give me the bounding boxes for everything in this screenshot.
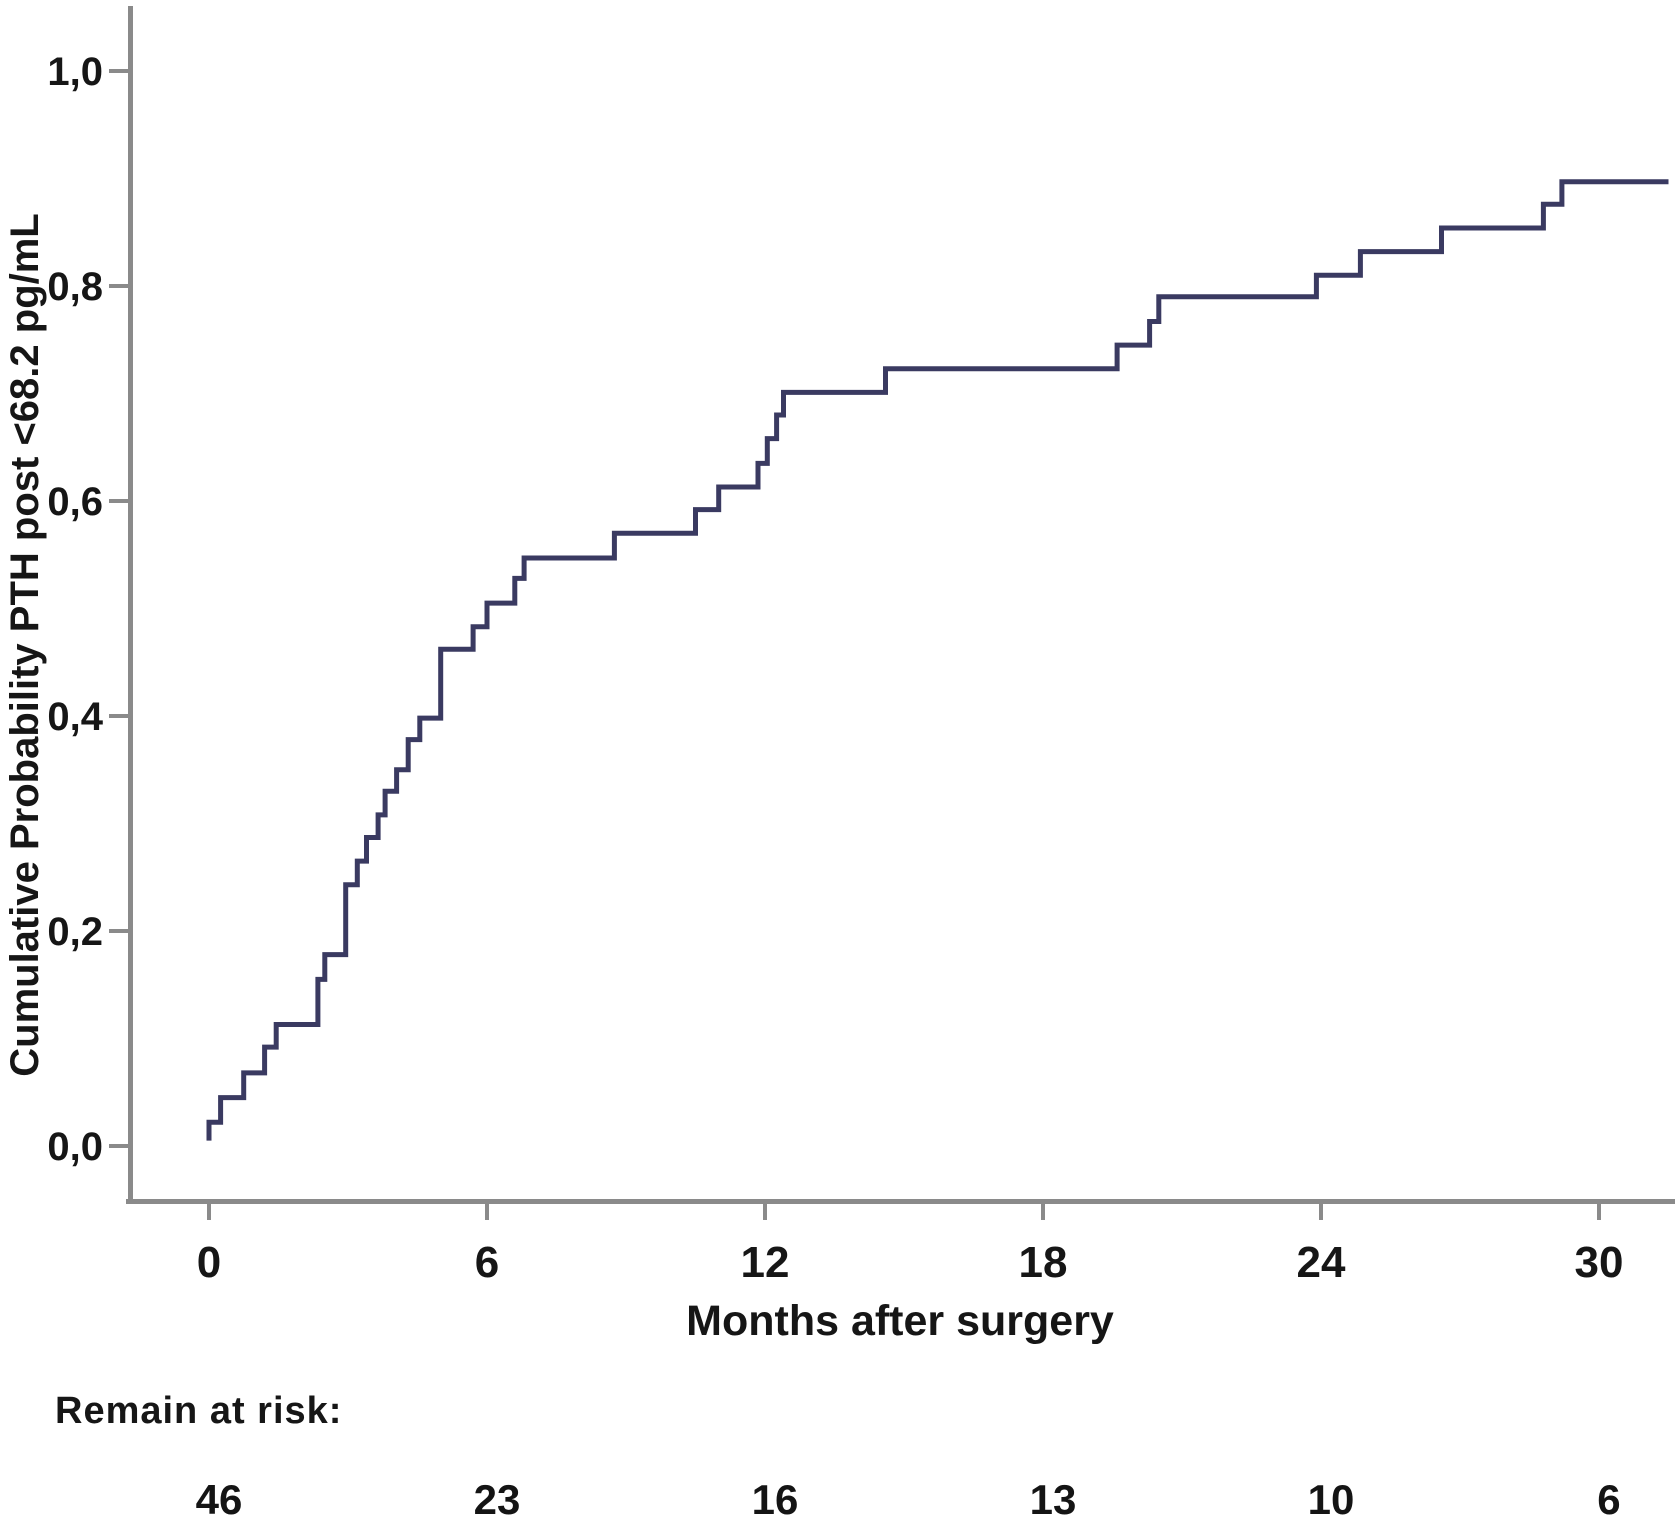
x-tick-label: 18: [1019, 1238, 1068, 1287]
risk-count: 13: [1029, 1476, 1077, 1523]
y-tick-label: 0,0: [47, 1125, 103, 1169]
y-tick-label: 0,2: [47, 910, 103, 954]
x-tick-label: 0: [197, 1238, 221, 1287]
x-tick-label: 24: [1297, 1238, 1346, 1287]
y-tick-label: 0,8: [47, 265, 103, 309]
risk-count: 16: [751, 1476, 799, 1523]
x-tick-label: 30: [1575, 1238, 1624, 1287]
risk-count: 6: [1597, 1476, 1621, 1523]
x-tick-label: 6: [475, 1238, 499, 1287]
x-axis-title: Months after surgery: [686, 1297, 1114, 1345]
risk-count: 46: [195, 1476, 243, 1523]
risk-count: 23: [473, 1476, 521, 1523]
risk-count: 10: [1307, 1476, 1355, 1523]
remain-at-risk-label: Remain at risk:: [55, 1390, 343, 1432]
y-tick-label: 0,4: [47, 695, 103, 739]
km-step-curve: [206, 179, 1669, 1141]
x-tick-label: 12: [741, 1238, 790, 1287]
y-tick-label: 1,0: [47, 50, 103, 94]
y-axis-label: Cumulative Probability PTH post <68.2 pg…: [3, 213, 47, 1077]
y-tick-label: 0,6: [47, 480, 103, 524]
